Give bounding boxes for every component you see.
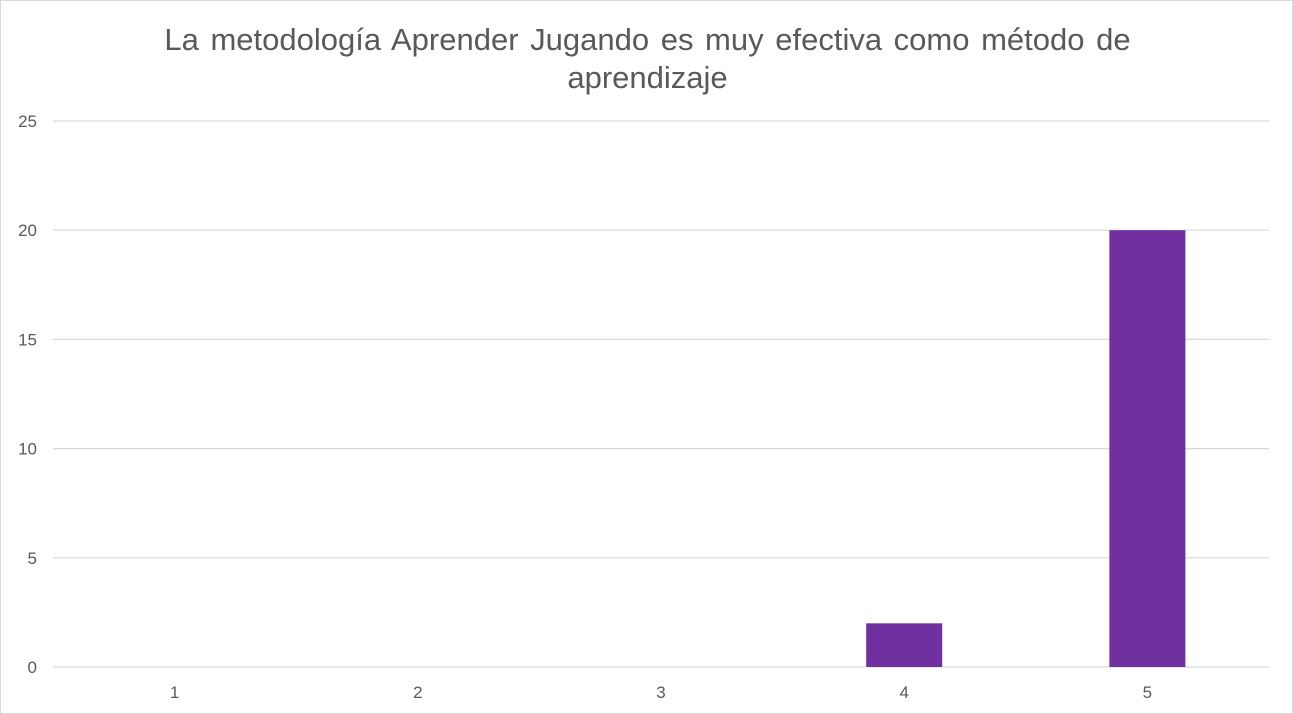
gridlines bbox=[53, 120, 1269, 668]
bar bbox=[866, 623, 943, 667]
bar bbox=[1109, 230, 1186, 667]
y-tick-label: 20 bbox=[18, 221, 37, 240]
bars bbox=[866, 230, 1186, 667]
x-tick-label: 3 bbox=[656, 683, 665, 702]
x-tick-label: 5 bbox=[1143, 683, 1152, 702]
y-axis-labels: 0 5 10 15 20 25 bbox=[18, 112, 37, 677]
y-tick-label: 25 bbox=[18, 112, 37, 131]
x-tick-label: 2 bbox=[413, 683, 422, 702]
y-tick-label: 10 bbox=[18, 440, 37, 459]
x-tick-label: 4 bbox=[899, 683, 908, 702]
chart-title: La metodología Aprender Jugando es muy e… bbox=[164, 22, 1131, 95]
x-tick-label: 1 bbox=[170, 683, 179, 702]
x-axis-labels: 1 2 3 4 5 bbox=[170, 683, 1152, 702]
y-tick-label: 5 bbox=[28, 549, 37, 568]
y-tick-label: 0 bbox=[28, 658, 37, 677]
y-tick-label: 15 bbox=[18, 330, 37, 349]
